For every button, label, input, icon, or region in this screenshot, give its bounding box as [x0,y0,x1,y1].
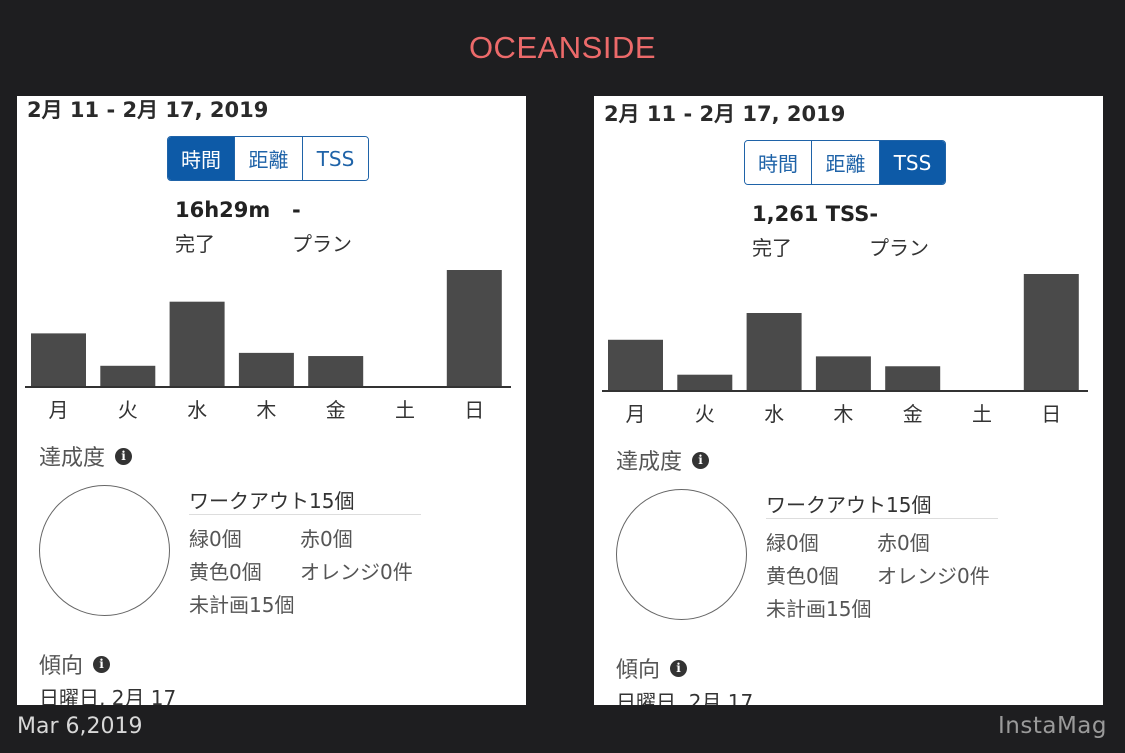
green-count: 緑0個 [766,531,819,555]
bar-2[interactable] [746,313,802,391]
brand-watermark: InstaMag [998,713,1107,739]
bar-1[interactable] [100,365,156,387]
tab-time[interactable]: 時間 [745,141,812,184]
day-tick-label: 火 [695,402,715,426]
completed-label: 完了 [175,232,215,256]
yellow-count: 黄色0個 [766,564,839,588]
daily-bar-chart: 月火水木金土日 [602,274,1088,426]
weekly-summary-panel-time: 2月 11 - 2月 17, 2019 時間 距離 TSS 16h29m - 完… [17,96,526,705]
bar-4[interactable] [308,356,364,387]
day-tick-label: 木 [833,402,853,426]
bar-6[interactable] [446,270,502,387]
trend-heading: 傾向 i [39,648,111,680]
info-icon[interactable]: i [670,659,688,677]
unplanned-count: 未計画15個 [189,593,295,617]
completed-value: 16h29m [175,198,271,222]
day-tick-label: 木 [256,398,276,422]
yellow-count: 黄色0個 [189,560,262,584]
page-title: OCEANSIDE [468,30,657,65]
day-tick-label: 火 [118,398,138,422]
compliance-label: 達成度 [616,450,683,475]
bar-2[interactable] [169,301,225,387]
info-icon[interactable]: i [115,447,133,465]
unplanned-count: 未計画15個 [766,597,872,621]
red-count: 赤0個 [877,531,930,555]
workout-total: ワークアウト15個 [766,489,998,519]
tab-tss[interactable]: TSS [880,141,945,184]
day-tick-label: 月 [49,398,69,422]
bar-6[interactable] [1023,274,1079,391]
bar-4[interactable] [885,366,941,391]
compliance-label: 達成度 [39,446,106,471]
planned-value: - [292,198,301,222]
trend-date: 日曜日, 2月 17 [39,686,177,705]
planned-label: プラン [869,236,929,260]
red-count: 赤0個 [300,527,353,551]
orange-count: オレンジ0件 [877,564,990,588]
day-tick-label: 土 [972,402,992,426]
trend-date: 日曜日, 2月 17 [616,690,754,705]
day-tick-label: 日 [1041,402,1061,426]
orange-count: オレンジ0件 [300,560,413,584]
weekly-summary-panel-tss: 2月 11 - 2月 17, 2019 時間 距離 TSS 1,261 TSS-… [594,96,1103,705]
date-range: 2月 11 - 2月 17, 2019 [604,102,846,126]
day-tick-label: 水 [764,402,784,426]
day-tick-label: 金 [326,398,346,422]
bar-1[interactable] [677,374,733,391]
trend-label: 傾向 [616,658,661,683]
compliance-ring [616,489,747,620]
day-tick-label: 土 [395,398,415,422]
metric-segmented-control: 時間 距離 TSS [167,136,369,181]
daily-bar-chart: 月火水木金土日 [25,270,511,422]
workout-total: ワークアウト15個 [189,485,421,515]
completed-value: 1,261 TSS- [752,202,879,226]
info-icon[interactable]: i [692,451,710,469]
compliance-stats: ワークアウト15個 緑0個 赤0個 黄色0個 オレンジ0件 未計画15個 [189,485,421,617]
bar-0[interactable] [608,339,663,391]
bar-3[interactable] [238,352,294,387]
day-tick-label: 金 [903,402,923,426]
bar-3[interactable] [815,356,871,391]
compliance-stats: ワークアウト15個 緑0個 赤0個 黄色0個 オレンジ0件 未計画15個 [766,489,998,621]
tab-distance[interactable]: 距離 [812,141,880,184]
compliance-ring [39,485,170,616]
info-icon[interactable]: i [93,655,111,673]
tab-tss[interactable]: TSS [303,137,368,180]
post-date: Mar 6,2019 [17,714,143,739]
planned-label: プラン [292,232,352,256]
compliance-heading: 達成度 i [39,440,133,472]
tab-distance[interactable]: 距離 [235,137,303,180]
bar-0[interactable] [31,333,86,387]
compliance-heading: 達成度 i [616,444,710,476]
trend-heading: 傾向 i [616,652,688,684]
day-tick-label: 月 [626,402,646,426]
trend-label: 傾向 [39,654,84,679]
date-range: 2月 11 - 2月 17, 2019 [27,98,269,122]
metric-segmented-control: 時間 距離 TSS [744,140,946,185]
green-count: 緑0個 [189,527,242,551]
day-tick-label: 日 [464,398,484,422]
tab-time[interactable]: 時間 [168,137,235,180]
day-tick-label: 水 [187,398,207,422]
completed-label: 完了 [752,236,792,260]
